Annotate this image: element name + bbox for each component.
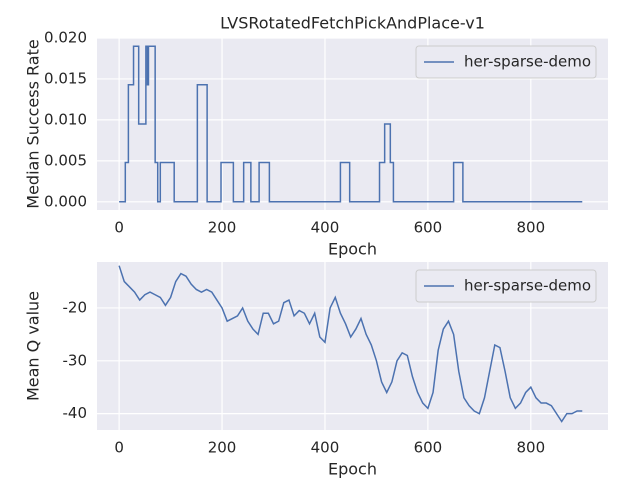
y-tick-label: 0.010 (44, 110, 87, 128)
x-tick-label: 200 (208, 219, 237, 237)
x-tick-label: 400 (311, 439, 340, 457)
x-tick-label: 200 (208, 439, 237, 457)
data-line (118, 265, 583, 423)
y-tick-label: 0.015 (44, 69, 87, 87)
legend-label: her-sparse-demo (464, 53, 591, 71)
y-axis-label: Mean Q value (24, 291, 43, 401)
chart-title: LVSRotatedFetchPickAndPlace-v1 (220, 14, 485, 33)
legend-box (415, 45, 597, 79)
legend-box (415, 269, 597, 303)
data-line (119, 45, 583, 203)
y-tick-label: 0.005 (44, 151, 87, 169)
x-tick-label: 0 (114, 219, 124, 237)
y-tick-label: 0.020 (44, 29, 87, 47)
x-tick-label: 600 (414, 219, 443, 237)
y-tick-label: -30 (63, 351, 88, 369)
x-tick-label: 800 (516, 439, 545, 457)
y-axis-label: Median Success Rate (24, 39, 43, 208)
legend-label: her-sparse-demo (464, 277, 591, 295)
x-axis-label: Epoch (328, 240, 377, 259)
x-tick-label: 0 (114, 439, 124, 457)
x-axis-label: Epoch (328, 460, 377, 479)
y-tick-label: 0.000 (44, 192, 87, 210)
y-tick-label: -20 (63, 298, 88, 316)
x-tick-label: 800 (516, 219, 545, 237)
x-tick-label: 600 (414, 439, 443, 457)
x-tick-label: 400 (311, 219, 340, 237)
y-tick-label: -40 (63, 404, 88, 422)
